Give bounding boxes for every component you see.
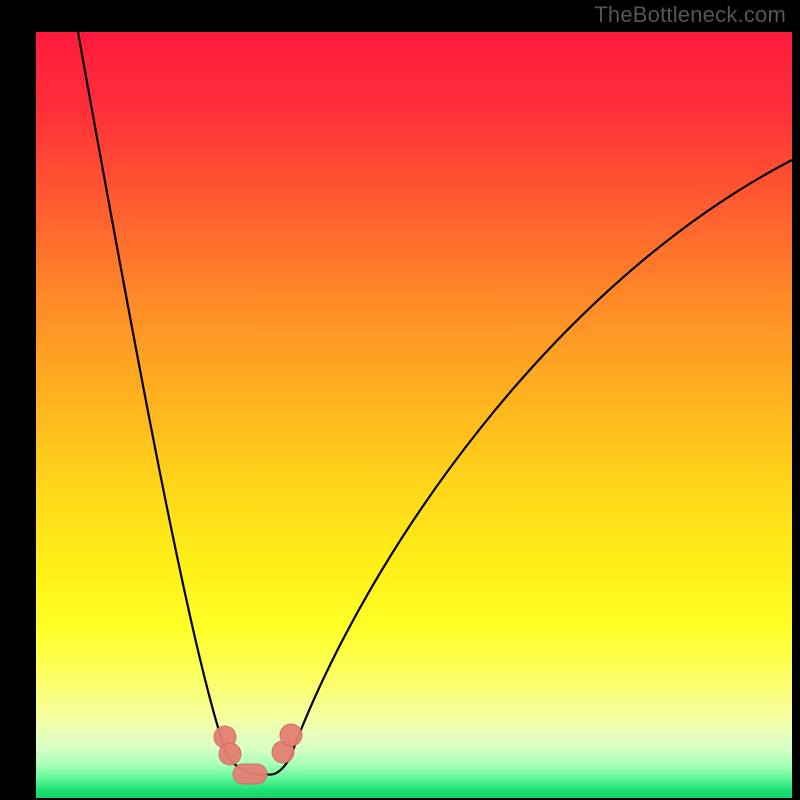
plot-area (36, 32, 792, 798)
marker-group (214, 724, 302, 784)
v-curve (78, 32, 792, 775)
marker-4 (280, 724, 302, 746)
marker-1 (219, 743, 241, 765)
bottleneck-curve (36, 32, 792, 798)
marker-2 (233, 764, 267, 784)
attribution-label: TheBottleneck.com (594, 2, 786, 28)
curve-path (78, 32, 792, 775)
